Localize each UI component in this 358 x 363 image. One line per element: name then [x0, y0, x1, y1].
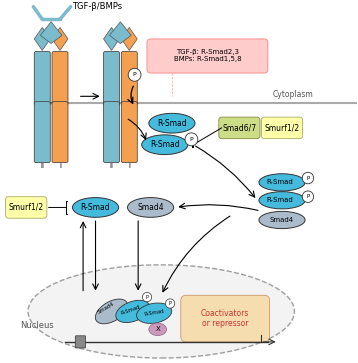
- Ellipse shape: [259, 174, 305, 191]
- FancyBboxPatch shape: [181, 295, 270, 342]
- FancyBboxPatch shape: [219, 117, 260, 139]
- Text: P: P: [306, 176, 310, 180]
- FancyBboxPatch shape: [261, 117, 303, 139]
- Ellipse shape: [95, 299, 128, 324]
- Text: TGF-β: R-Smad2,3
BMPs: R-Smad1,5,8: TGF-β: R-Smad2,3 BMPs: R-Smad1,5,8: [174, 49, 241, 62]
- Text: Smad4: Smad4: [97, 301, 116, 315]
- FancyBboxPatch shape: [103, 102, 120, 163]
- FancyBboxPatch shape: [103, 52, 120, 105]
- Text: R-Smad: R-Smad: [267, 197, 294, 203]
- Text: Smad6/7: Smad6/7: [222, 123, 256, 132]
- Ellipse shape: [149, 113, 195, 133]
- Circle shape: [302, 172, 314, 184]
- Text: R-Smad: R-Smad: [81, 203, 110, 212]
- Circle shape: [128, 68, 141, 81]
- Ellipse shape: [149, 323, 166, 336]
- Ellipse shape: [259, 211, 305, 229]
- Text: Smad4: Smad4: [270, 217, 294, 223]
- Ellipse shape: [28, 265, 294, 358]
- Polygon shape: [103, 28, 120, 50]
- Text: P: P: [306, 194, 310, 199]
- Text: Smurf1/2: Smurf1/2: [9, 203, 44, 212]
- FancyBboxPatch shape: [6, 197, 47, 218]
- FancyBboxPatch shape: [121, 102, 137, 163]
- Text: R-Smad: R-Smad: [150, 140, 180, 149]
- Ellipse shape: [142, 135, 188, 155]
- FancyBboxPatch shape: [147, 39, 268, 73]
- Text: P: P: [133, 72, 136, 77]
- Text: Smad4: Smad4: [137, 203, 164, 212]
- FancyBboxPatch shape: [75, 336, 86, 348]
- Text: R-Smad: R-Smad: [121, 304, 141, 315]
- Text: Nucleus: Nucleus: [20, 321, 54, 330]
- Polygon shape: [52, 28, 68, 50]
- Ellipse shape: [116, 300, 150, 323]
- Text: Smurf1/2: Smurf1/2: [265, 123, 300, 132]
- FancyBboxPatch shape: [34, 102, 50, 163]
- Text: I: I: [128, 163, 130, 169]
- FancyBboxPatch shape: [34, 52, 50, 105]
- Text: Cytoplasm: Cytoplasm: [272, 90, 313, 99]
- Polygon shape: [121, 28, 137, 50]
- Ellipse shape: [72, 197, 118, 217]
- Text: R-Smad: R-Smad: [144, 309, 165, 318]
- Circle shape: [302, 191, 314, 203]
- Text: R-Smad: R-Smad: [157, 119, 187, 128]
- Ellipse shape: [136, 303, 172, 323]
- FancyBboxPatch shape: [52, 102, 68, 163]
- Text: TGF-β/BMPs: TGF-β/BMPs: [72, 2, 122, 11]
- Text: R-Smad: R-Smad: [267, 179, 294, 185]
- Text: II: II: [110, 163, 113, 169]
- Polygon shape: [110, 22, 131, 44]
- Text: II: II: [40, 163, 44, 169]
- Text: Coactivators
or repressor: Coactivators or repressor: [201, 309, 250, 328]
- Text: P: P: [190, 137, 193, 142]
- Text: I: I: [59, 163, 61, 169]
- FancyBboxPatch shape: [52, 52, 68, 105]
- FancyBboxPatch shape: [121, 52, 137, 105]
- Text: X: X: [155, 326, 160, 333]
- Circle shape: [185, 133, 198, 146]
- Circle shape: [165, 299, 175, 308]
- Polygon shape: [40, 22, 62, 44]
- Text: P: P: [169, 301, 171, 306]
- Ellipse shape: [259, 192, 305, 209]
- Text: P: P: [146, 295, 149, 299]
- Polygon shape: [34, 28, 50, 50]
- Ellipse shape: [127, 197, 174, 217]
- Circle shape: [142, 293, 152, 302]
